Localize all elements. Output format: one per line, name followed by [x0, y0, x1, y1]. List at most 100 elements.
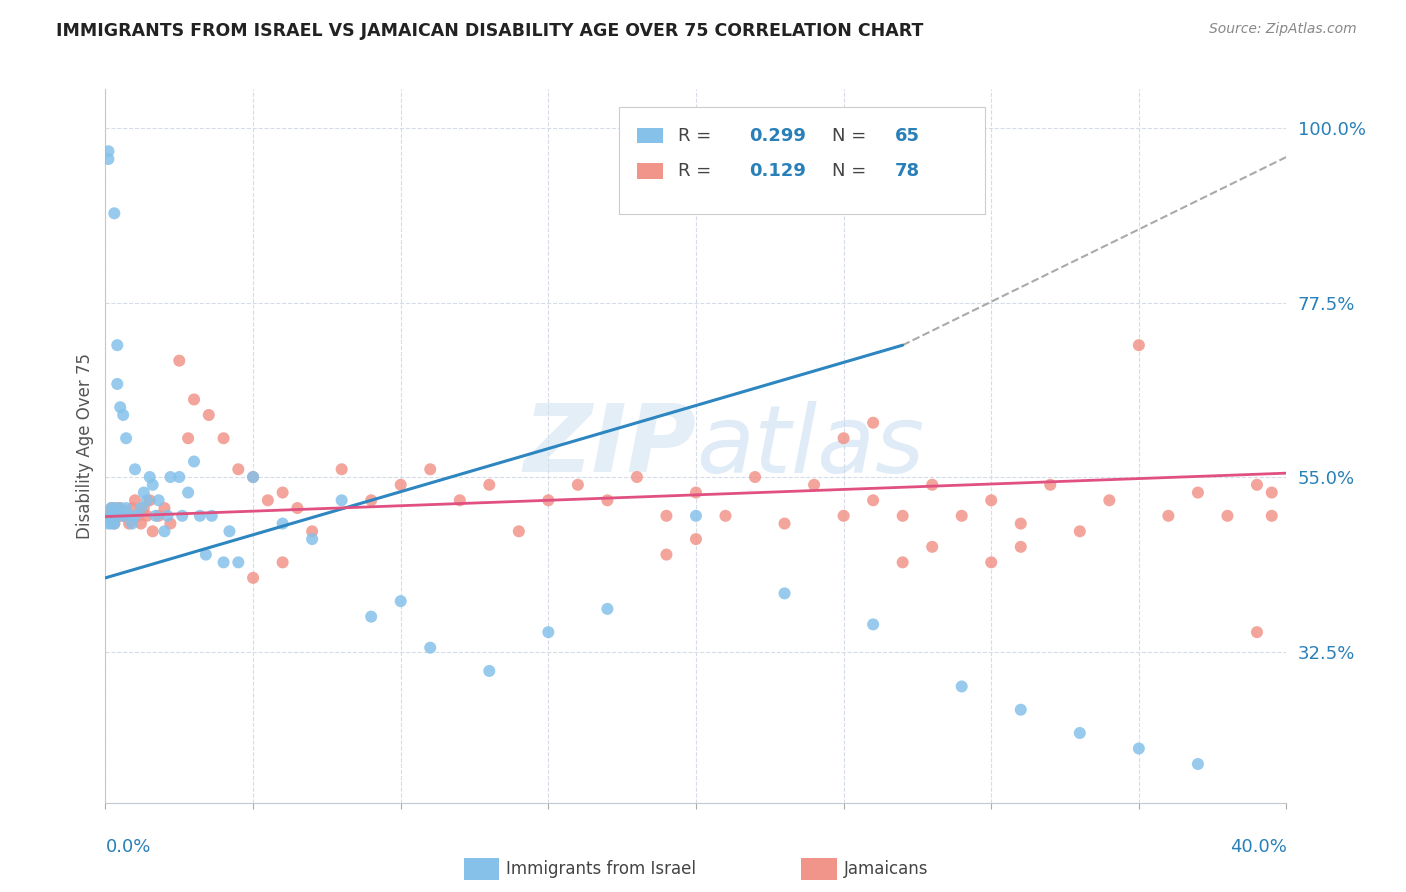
Point	[980, 555, 1002, 569]
Text: 0.299: 0.299	[749, 127, 806, 145]
Text: R =: R =	[678, 162, 717, 180]
Point	[103, 501, 125, 516]
Point	[115, 501, 138, 516]
Point	[153, 501, 176, 516]
Point	[132, 501, 155, 516]
Point	[1216, 508, 1239, 523]
Point	[360, 609, 382, 624]
Point	[159, 470, 181, 484]
Text: 65: 65	[894, 127, 920, 145]
Point	[655, 548, 678, 562]
Point	[301, 524, 323, 539]
Text: N =: N =	[832, 127, 872, 145]
Point	[112, 508, 135, 523]
Point	[194, 548, 217, 562]
Point	[197, 408, 219, 422]
Point	[129, 501, 152, 516]
Text: 0.0%: 0.0%	[105, 838, 150, 855]
Point	[103, 516, 125, 531]
Point	[100, 501, 122, 516]
Point	[1010, 540, 1032, 554]
Point	[685, 532, 707, 546]
Point	[124, 508, 146, 523]
Point	[118, 508, 141, 523]
Point	[112, 408, 135, 422]
Point	[142, 477, 165, 491]
Point	[142, 524, 165, 539]
Point	[183, 392, 205, 407]
Point	[103, 516, 125, 531]
Point	[287, 501, 309, 516]
Point	[148, 493, 170, 508]
Point	[1069, 524, 1091, 539]
Point	[832, 508, 855, 523]
Point	[626, 470, 648, 484]
Point	[135, 508, 157, 523]
Point	[105, 508, 128, 523]
Point	[100, 508, 122, 523]
Text: R =: R =	[678, 127, 717, 145]
Point	[419, 462, 441, 476]
Point	[891, 555, 914, 569]
Point	[1098, 493, 1121, 508]
Point	[478, 477, 501, 491]
Point	[921, 477, 943, 491]
Point	[169, 470, 191, 484]
Point	[105, 338, 128, 352]
Point	[330, 493, 353, 508]
Point	[177, 485, 200, 500]
Point	[115, 431, 138, 445]
Point	[172, 508, 194, 523]
Point	[121, 516, 143, 531]
Point	[97, 508, 120, 523]
Text: Immigrants from Israel: Immigrants from Israel	[506, 860, 696, 878]
Point	[537, 493, 560, 508]
Point	[129, 516, 152, 531]
Point	[714, 508, 737, 523]
Point	[596, 493, 619, 508]
Text: Source: ZipAtlas.com: Source: ZipAtlas.com	[1209, 22, 1357, 37]
Point	[1187, 757, 1209, 772]
Point	[153, 524, 176, 539]
Point	[242, 470, 264, 484]
Point	[118, 516, 141, 531]
Point	[226, 555, 250, 569]
Text: N =: N =	[832, 162, 872, 180]
Point	[1246, 625, 1268, 640]
Point	[1128, 338, 1150, 352]
Text: atlas: atlas	[696, 401, 924, 491]
Point	[596, 602, 619, 616]
Point	[188, 508, 211, 523]
Point	[1128, 741, 1150, 756]
Point	[242, 470, 264, 484]
Point	[419, 640, 441, 655]
FancyBboxPatch shape	[637, 128, 662, 144]
Point	[127, 508, 149, 523]
Point	[100, 508, 122, 523]
Point	[105, 376, 128, 391]
Text: 0.129: 0.129	[749, 162, 806, 180]
Point	[271, 555, 294, 569]
Point	[803, 477, 825, 491]
Point	[832, 431, 855, 445]
Point	[389, 477, 412, 491]
Point	[773, 586, 796, 600]
Point	[773, 516, 796, 531]
Point	[1039, 477, 1062, 491]
Point	[100, 501, 122, 516]
Point	[100, 516, 122, 531]
Point	[360, 493, 382, 508]
Point	[980, 493, 1002, 508]
Point	[1187, 485, 1209, 500]
Point	[121, 501, 143, 516]
Point	[685, 485, 707, 500]
Point	[103, 508, 125, 523]
Point	[891, 508, 914, 523]
Point	[685, 508, 707, 523]
Point	[110, 508, 132, 523]
Point	[242, 571, 264, 585]
Point	[138, 493, 160, 508]
Point	[301, 532, 323, 546]
Point	[103, 508, 125, 523]
Point	[950, 508, 973, 523]
